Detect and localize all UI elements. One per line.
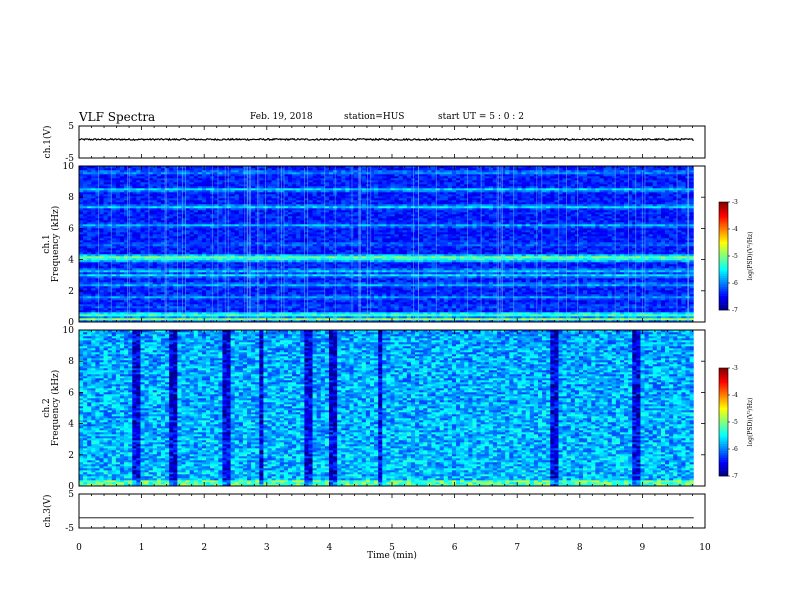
y-tick-label: 0 [68,318,74,328]
ch1-waveform-panel: 5 -5 ch.1(V) [42,122,706,164]
colorbar-tick-label: -4 [732,392,738,399]
y-tick-label: 5 [68,122,74,132]
panel-frame-0 [78,125,706,159]
ch1-spectrogram-panel: 0 2 4 6 8 10 ch.1 Frequency (kHz) [42,162,706,328]
x-tick-label: 2 [201,543,207,553]
panel-frame-3 [78,493,706,529]
colorbar-tick-label: -3 [732,365,738,372]
y-axis-label: ch.3(V) [42,495,53,528]
y-tick-label: 10 [63,326,75,336]
x-tick-label: 7 [514,543,520,553]
x-tick-label: 8 [577,543,583,553]
y-tick-label: 0 [68,482,74,492]
colorbar-tick-label: -5 [732,253,738,260]
y-tick-label: 4 [68,420,74,430]
y-tick-label: -5 [65,524,74,534]
ch1-colorbar: -3 -4 -5 -6 -7 log(PSD)(V²/Hz) [718,199,754,314]
colorbar-tick-label: -5 [732,419,738,426]
y-tick-label: 4 [68,256,74,266]
y-axis-label-frequency: Frequency (kHz) [50,206,61,283]
spectrogram-image [79,166,694,322]
x-axis: 0 1 2 3 4 5 6 7 8 9 10 Time (min) [76,543,711,561]
y-tick-label: 6 [68,224,74,234]
y-axis-label: ch.1(V) [42,126,53,159]
ch2-spectrogram-panel: 0 2 4 6 8 10 ch.2 Frequency (kHz) [42,326,706,492]
colorbar-label: log(PSD)(V²/Hz) [747,398,754,447]
station-label: station=HUS [344,112,404,122]
x-tick-label: 9 [640,543,646,553]
colorbar-tick-label: -7 [732,307,738,314]
y-axis-label-frequency: Frequency (kHz) [50,370,61,447]
y-tick-label: 8 [68,357,74,367]
y-tick-label: -5 [65,154,74,164]
colorbar-label: log(PSD)(V²/Hz) [747,232,754,281]
x-tick-label: 6 [452,543,458,553]
y-axis-label-channel: ch.1 [42,234,52,253]
x-axis-label: Time (min) [367,550,417,561]
x-tick-label: 1 [139,543,145,553]
y-axis-label-channel: ch.2 [42,398,52,417]
ch2-colorbar: -3 -4 -5 -6 -7 log(PSD)(V²/Hz) [718,365,754,480]
chart-title: VLF Spectra [79,110,155,124]
x-tick-label: 3 [264,543,270,553]
spectrogram-image [79,330,694,486]
y-tick-label: 5 [68,490,74,500]
y-tick-label: 6 [68,388,74,398]
colorbar-tick-label: -4 [732,226,738,233]
ch3-waveform-panel: 5 -5 ch.3(V) [42,490,706,534]
x-tick-label: 0 [76,543,82,553]
y-tick-label: 2 [68,287,74,297]
colorbar-tick-label: -3 [732,199,738,206]
y-tick-label: 8 [68,193,74,203]
date-label: Feb. 19, 2018 [250,112,313,122]
colorbar-tick-label: -7 [732,473,738,480]
colorbar-tick-label: -6 [732,280,738,287]
waveform-trace [78,137,694,142]
x-tick-label: 5 [389,543,395,553]
start-time-label: start UT = 5 : 0 : 2 [438,112,524,122]
y-tick-label: 10 [63,162,75,172]
y-tick-label: 2 [68,451,74,461]
x-tick-label: 4 [327,543,333,553]
x-tick-label: 10 [699,543,711,553]
colorbar-tick-label: -6 [732,446,738,453]
